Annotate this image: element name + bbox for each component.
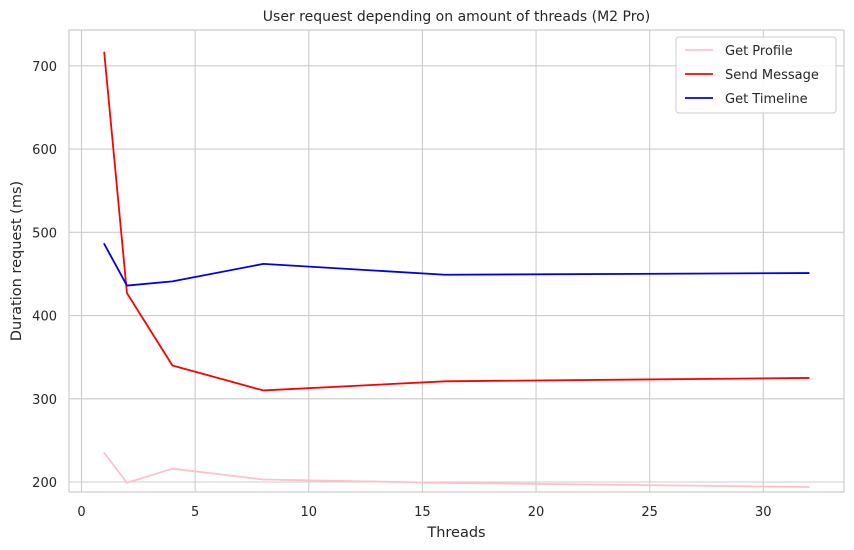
x-tick-label: 10 [300,505,317,520]
y-tick-label: 300 [32,393,57,408]
x-tick-label: 5 [191,505,199,520]
series-line-get-timeline [103,243,810,287]
x-tick-label: 25 [641,505,658,520]
chart-title: User request depending on amount of thre… [263,9,650,25]
x-tick-label: 0 [77,505,85,520]
series-line-send-message [103,51,810,392]
legend-label: Get Profile [725,44,793,59]
series-line-get-profile [103,451,810,488]
y-tick-label: 200 [32,476,57,491]
legend-box [675,36,837,114]
tick-labels: 0 5 10 15 20 25 30 200 300 400 500 600 700 [32,60,771,520]
legend-label: Get Timeline [725,92,808,107]
legend-label: Send Message [725,68,819,83]
plot-area [68,29,845,493]
series-lines [103,51,810,488]
x-tick-label: 20 [528,505,545,520]
y-tick-label: 400 [32,310,57,325]
y-tick-label: 700 [32,60,57,75]
x-axis-label: Threads [426,525,485,541]
y-tick-label: 500 [32,226,57,241]
x-tick-label: 15 [414,505,431,520]
legend: Get Profile Send Message Get Timeline [675,36,837,114]
x-tick-label: 30 [755,505,772,520]
y-tick-label: 600 [32,143,57,158]
y-axis-label: Duration request (ms) [9,181,25,341]
